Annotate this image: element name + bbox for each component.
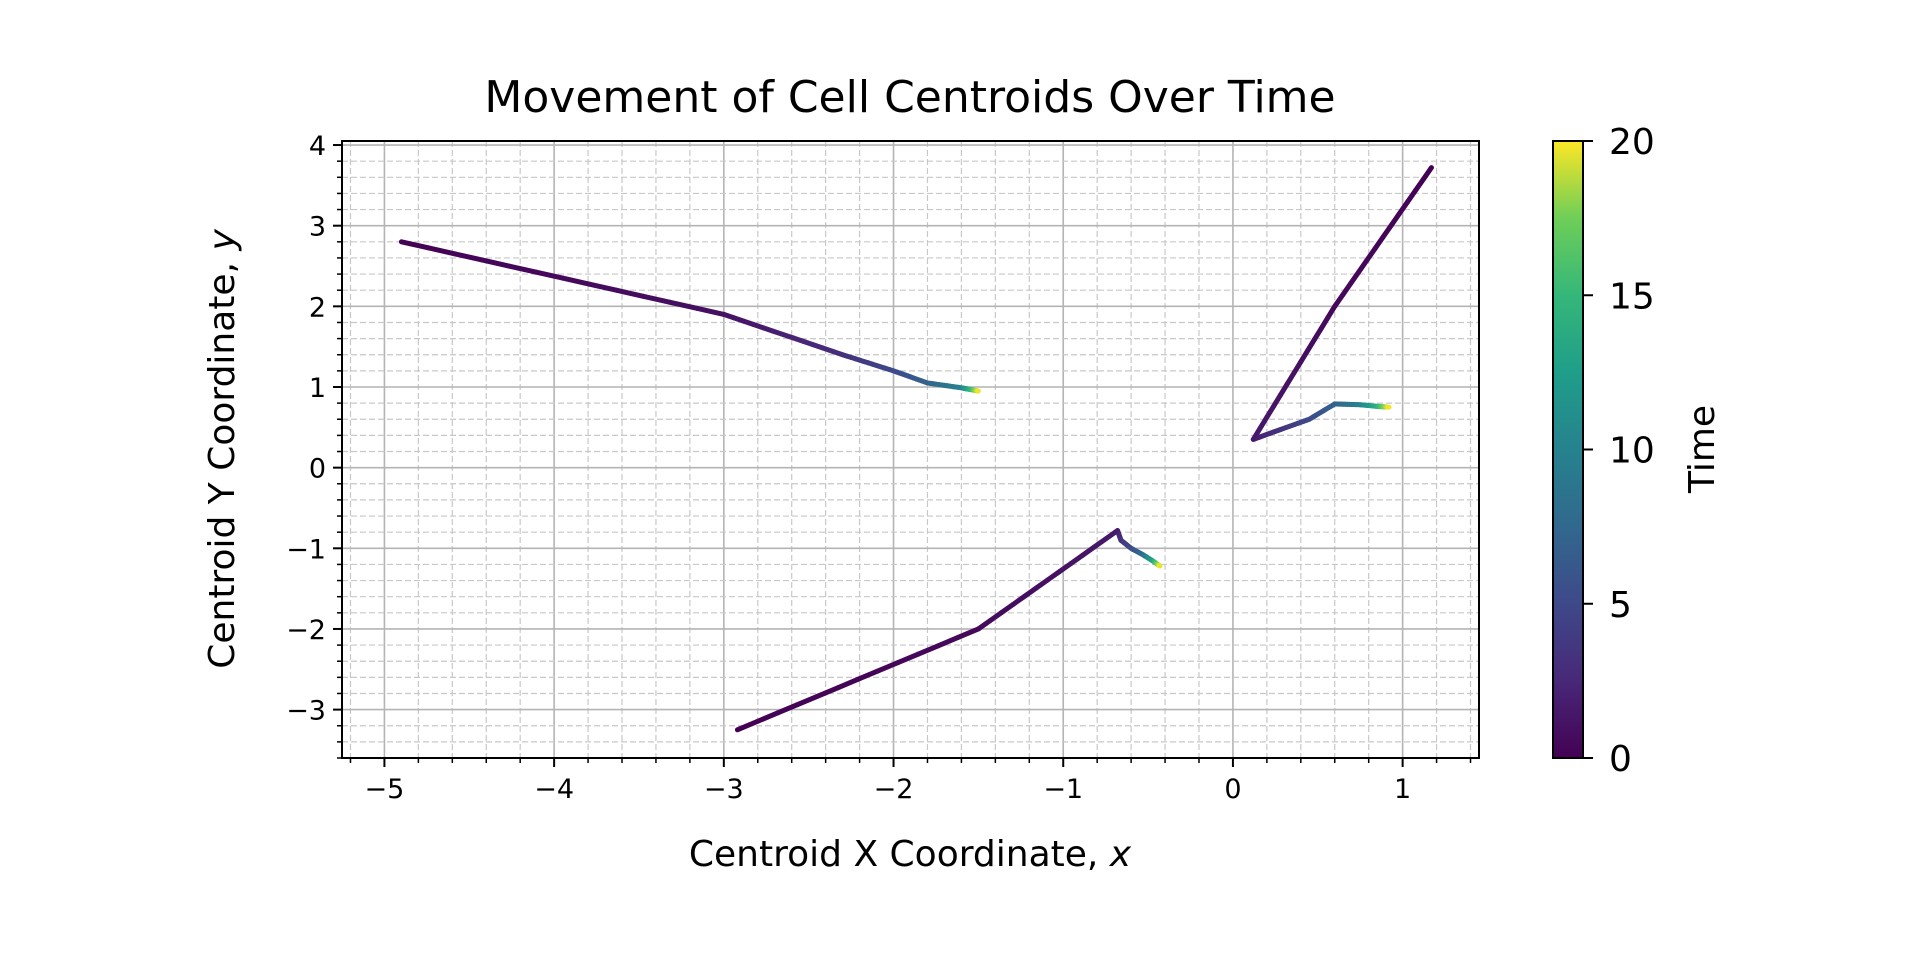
- trajectory-segment: [613, 287, 646, 299]
- trajectory-segment: [640, 293, 673, 305]
- y-tick-label: 4: [309, 131, 326, 162]
- plot-frame: [341, 140, 1480, 759]
- trajectory-segment: [560, 275, 592, 287]
- trajectory-segment: [795, 693, 821, 708]
- trajectory-3: [734, 528, 1163, 733]
- trajectory-segment: [533, 269, 566, 281]
- colorbar-axis: 0 5 10 15 20: [1583, 122, 1655, 780]
- trajectory-segment: [855, 668, 881, 682]
- trajectory-segment: [398, 239, 431, 251]
- x-tick-label: 1: [1394, 774, 1411, 805]
- y-tick-label: 2: [309, 292, 326, 323]
- trajectory-segment: [425, 245, 458, 257]
- x-axis-label-variable: x: [1109, 834, 1132, 875]
- trajectory-segment: [479, 257, 512, 269]
- y-tick-label: −2: [286, 615, 326, 646]
- y-tick-label: −1: [286, 534, 326, 565]
- trajectory-segment: [506, 263, 539, 275]
- colorbar: [1552, 140, 1584, 759]
- y-axis: −3 −2 −1 0 1 2 3 4: [286, 131, 342, 759]
- y-axis-label: Centroid Y Coordinate, y: [202, 229, 243, 669]
- trajectory-segment: [775, 702, 801, 716]
- colorbar-tick-label: 10: [1609, 431, 1655, 472]
- trajectory-segment: [734, 718, 760, 733]
- trajectory-segment: [754, 710, 781, 724]
- y-tick-label: −3: [286, 696, 326, 727]
- trajectory-segment: [875, 660, 901, 674]
- x-tick-label: −2: [874, 774, 914, 805]
- trajectory-1: [398, 239, 981, 394]
- colorbar-tick-label: 15: [1609, 276, 1655, 317]
- trajectory-segment: [586, 281, 619, 293]
- series-layer: [398, 165, 1434, 733]
- colorbar-tick-label: 5: [1609, 585, 1632, 626]
- y-tick-label: 0: [309, 454, 326, 485]
- chart-title: Movement of Cell Centroids Over Time: [484, 72, 1335, 123]
- colorbar-tick-label: 0: [1609, 739, 1632, 780]
- trajectory-segment: [694, 305, 727, 317]
- trajectory-2: [1250, 165, 1434, 442]
- y-axis-label-text: Centroid Y Coordinate,: [202, 251, 243, 669]
- x-tick-label: 0: [1224, 774, 1241, 805]
- x-axis: −5 −4 −3 −2 −1 0 1: [349, 758, 1472, 805]
- x-tick-label: −3: [704, 774, 744, 805]
- trajectory-segment: [915, 643, 941, 657]
- grid: [342, 141, 1479, 758]
- trajectory-segment: [935, 634, 961, 649]
- colorbar-tick-label: 20: [1609, 122, 1655, 163]
- x-axis-label-text: Centroid X Coordinate,: [689, 834, 1110, 875]
- y-tick-label: 1: [309, 373, 326, 404]
- plot-background: [342, 141, 1479, 758]
- x-tick-label: −1: [1043, 774, 1083, 805]
- trajectory-segment: [835, 676, 861, 691]
- x-tick-label: −4: [534, 774, 574, 805]
- trajectory-segment: [667, 299, 700, 311]
- y-axis-label-variable: y: [202, 229, 243, 252]
- y-tick-label: 3: [309, 212, 326, 243]
- x-tick-label: −5: [365, 774, 405, 805]
- x-axis-label: Centroid X Coordinate, x: [689, 834, 1132, 875]
- trajectory-segment: [955, 626, 981, 640]
- trajectory-segment: [895, 651, 921, 666]
- trajectory-segment: [452, 251, 485, 263]
- colorbar-label: Time: [1682, 405, 1723, 494]
- trajectory-segment: [815, 685, 841, 699]
